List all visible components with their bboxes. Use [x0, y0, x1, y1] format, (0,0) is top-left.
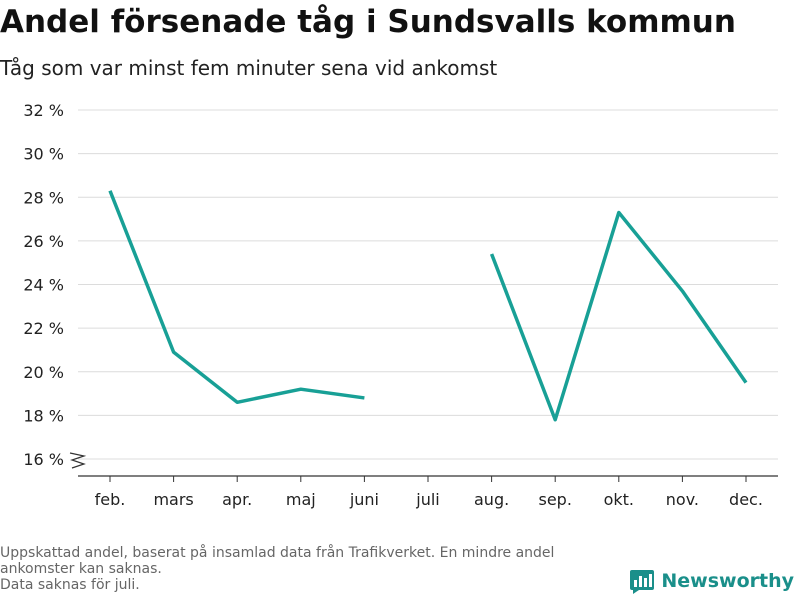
y-tick-label: 32 % [23, 101, 64, 120]
chart-subtitle: Tåg som var minst fem minuter sena vid a… [0, 56, 498, 80]
footnote: Uppskattad andel, baserat på insamlad da… [0, 545, 640, 593]
brand-logo: Newsworthy [629, 568, 794, 594]
footnote-line: Uppskattad andel, baserat på insamlad da… [0, 545, 555, 561]
series-line [108, 190, 365, 405]
footnote-line: ankomster kan saknas. [0, 561, 162, 577]
x-tick-label: okt. [604, 490, 634, 509]
y-tick-label: 22 % [23, 319, 64, 338]
y-tick-label: 20 % [23, 363, 64, 382]
axis-break-icon [69, 452, 87, 469]
y-tick-label: 18 % [23, 406, 64, 425]
x-tick-label: dec. [729, 490, 763, 509]
bar-chart-logo-icon [630, 570, 655, 594]
x-tick-label: juni [349, 490, 379, 509]
x-tick-label: juli [415, 490, 439, 509]
x-tick-label: nov. [666, 490, 699, 509]
x-tick-label: apr. [222, 490, 252, 509]
brand-name: Newsworthy [661, 570, 794, 592]
x-tick-label: aug. [474, 490, 509, 509]
series-line [489, 210, 748, 422]
y-tick-label: 24 % [23, 276, 64, 295]
x-tick-label: sep. [538, 490, 571, 509]
footnote-line: Data saknas för juli. [0, 577, 140, 593]
y-axis-ticks: 16 % 18 % 20 % 22 % 24 % 26 % 28 % 30 % 32 % [23, 101, 87, 469]
y-tick-label: 28 % [23, 188, 64, 207]
x-axis: feb. mars apr. maj juni juli aug. sep. okt. nov. d… [78, 475, 778, 509]
grid-lines [78, 109, 778, 460]
y-tick-label: 16 % [23, 450, 64, 469]
chart-title: Andel försenade tåg i Sundsvalls kommun [0, 4, 736, 40]
x-tick-label: feb. [95, 490, 126, 509]
series-lines [108, 190, 748, 422]
x-tick-label: maj [286, 490, 316, 509]
y-tick-label: 30 % [23, 145, 64, 164]
x-tick-label: mars [153, 490, 193, 509]
y-tick-label: 26 % [23, 232, 64, 251]
line-chart: 16 % 18 % 20 % 22 % 24 % 26 % 28 % 30 % 32 % feb… [23, 101, 778, 509]
